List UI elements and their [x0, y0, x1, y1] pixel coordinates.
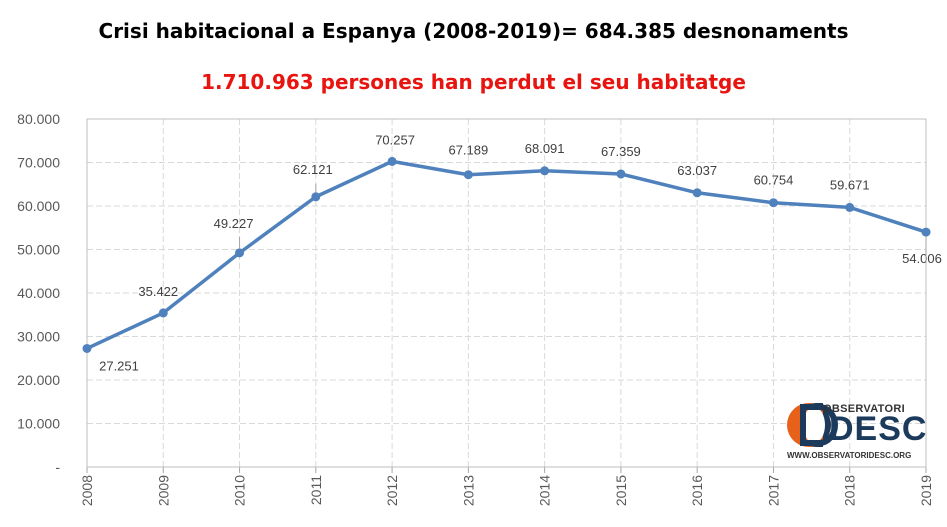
- data-label-2008: 27.251: [99, 358, 139, 373]
- observatori-desc-logo: OBSERVATORI DESC WWW.OBSERVATORIDESC.ORG: [783, 400, 926, 464]
- data-label-2010: 49.227: [214, 216, 254, 231]
- data-label-2015: 67.359: [601, 144, 641, 159]
- y-tick-label: 20.000: [17, 372, 60, 388]
- x-tick-label: 2010: [232, 475, 248, 506]
- data-label-2009: 35.422: [138, 284, 178, 299]
- x-tick-label: 2014: [537, 475, 553, 506]
- data-label-2012: 70.257: [375, 132, 415, 147]
- logo-url-text: WWW.OBSERVATORIDESC.ORG: [787, 451, 912, 460]
- chart-subtitle: 1.710.963 persones han perdut el seu hab…: [201, 70, 746, 94]
- data-point-2016: [692, 188, 702, 198]
- data-point-2014: [540, 166, 550, 176]
- data-point-2010: [235, 248, 245, 258]
- series-line: [82, 156, 931, 353]
- x-tick-label: 2015: [613, 475, 629, 506]
- plot-frame: [86, 118, 927, 468]
- x-tick-label: 2019: [918, 475, 934, 506]
- y-tick-label: 10.000: [17, 416, 60, 432]
- y-tick-label: -: [55, 459, 60, 475]
- logo-mark-icon: [787, 403, 838, 447]
- series-polyline: [86, 159, 927, 351]
- data-point-2009: [158, 308, 168, 318]
- data-point-2012: [387, 156, 397, 166]
- data-point-2013: [463, 170, 473, 180]
- data-label-2011: 62.121: [293, 162, 333, 177]
- x-axis-ticks: 2008 2009 2010 2011 2012 2013 2014 2015 2016 2017…: [79, 475, 934, 506]
- x-tick-label: 2009: [155, 475, 171, 506]
- x-tick-label: 2008: [79, 475, 95, 506]
- data-point-2019: [921, 227, 931, 237]
- data-labels: 27.251 35.422 49.227 62.121 70.257 67.189 68.0…: [99, 132, 942, 373]
- data-label-2017: 60.754: [754, 173, 794, 188]
- x-tick-label: 2013: [460, 475, 476, 506]
- data-label-2013: 67.189: [448, 143, 488, 158]
- data-label-2019: 54.006: [902, 251, 942, 266]
- y-axis-ticks: - 10.000 20.000 30.000 40.000 50.000 60.000 70.…: [17, 111, 60, 475]
- y-tick-label: 60.000: [17, 198, 60, 214]
- data-label-2018: 59.671: [830, 177, 870, 192]
- data-point-2018: [845, 202, 855, 212]
- y-tick-label: 50.000: [17, 242, 60, 258]
- x-tick-label: 2012: [384, 475, 400, 506]
- logo-main-text: DESC: [829, 410, 928, 448]
- x-tick-label: 2011: [308, 475, 324, 505]
- x-tick-label: 2018: [842, 475, 858, 506]
- data-label-2016: 63.037: [677, 163, 717, 178]
- data-point-2017: [768, 198, 778, 208]
- y-tick-label: 30.000: [17, 329, 60, 345]
- y-tick-label: 70.000: [17, 155, 60, 171]
- y-tick-label: 40.000: [17, 285, 60, 301]
- axes: [86, 118, 927, 473]
- chart-title: Crisi habitacional a Espanya (2008-2019)…: [98, 19, 849, 43]
- data-label-2014: 68.091: [525, 141, 565, 156]
- x-tick-label: 2017: [765, 475, 781, 506]
- x-tick-label: 2016: [689, 475, 705, 506]
- data-point-2015: [616, 169, 626, 179]
- data-point-2011: [311, 192, 321, 202]
- logo-top-text: OBSERVATORI: [823, 403, 905, 415]
- data-point-2008: [82, 343, 92, 353]
- y-tick-label: 80.000: [17, 111, 60, 127]
